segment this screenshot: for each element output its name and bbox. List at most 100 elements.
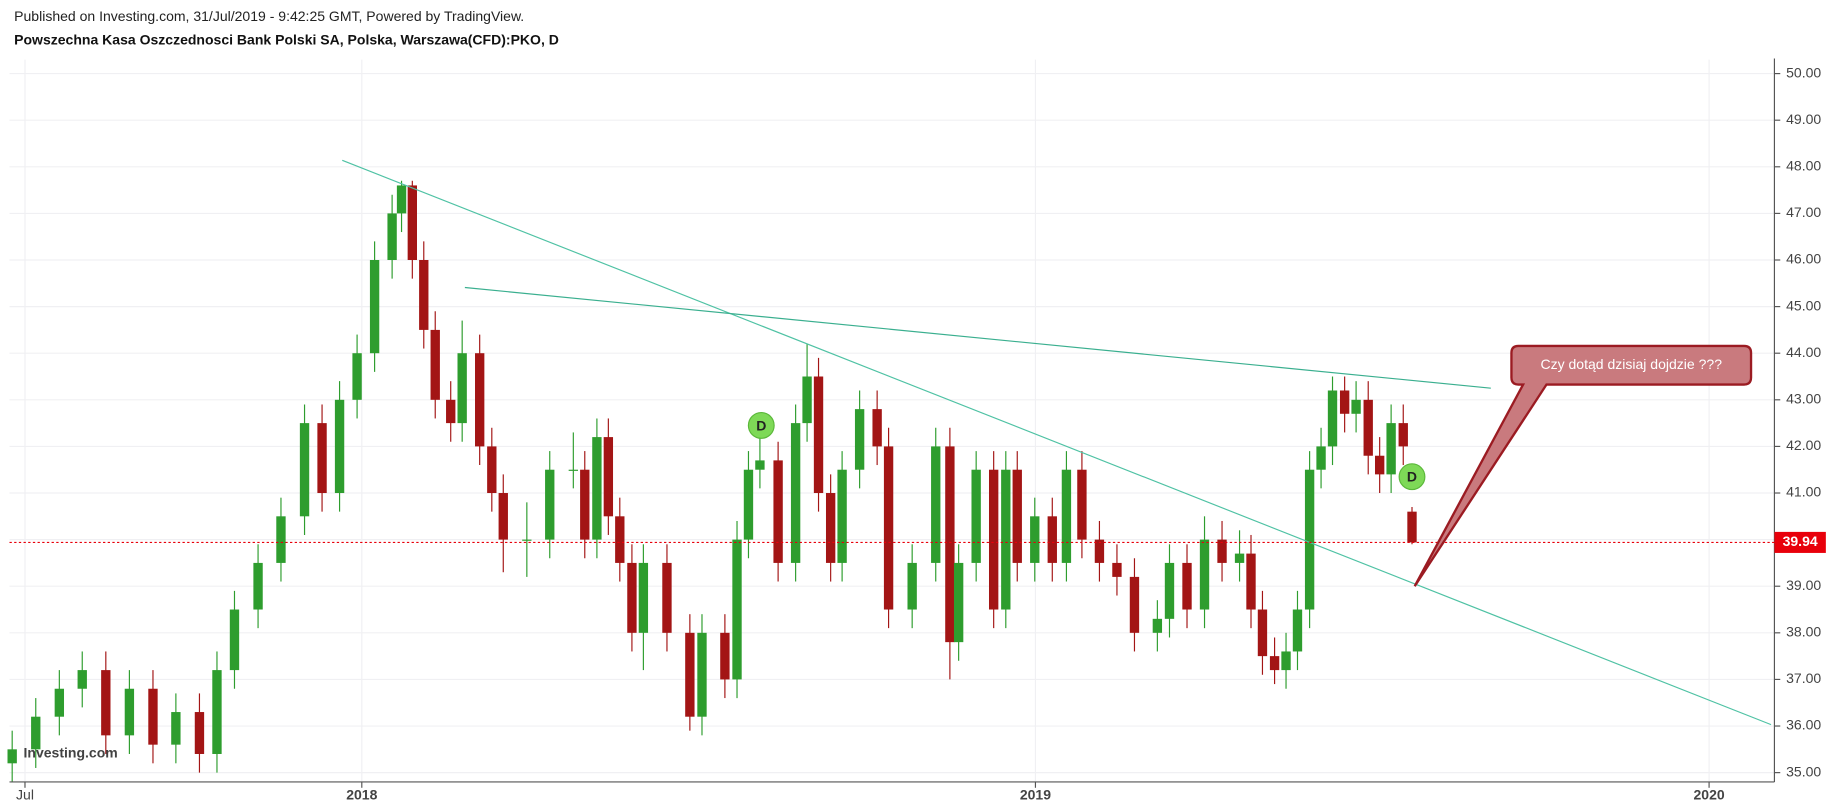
candle-body [1351,399,1361,414]
candle-body [1030,516,1040,563]
x-tick-label: Jul [16,787,34,803]
y-tick-label: 38.00 [1786,624,1821,640]
candle-body [31,716,41,750]
candle-body [430,329,440,400]
candle-body [1281,651,1291,671]
candle-body [1304,469,1315,610]
candle-body [212,670,222,754]
candle-body [419,260,429,330]
candle-body [475,353,485,447]
y-tick-label: 42.00 [1786,437,1821,453]
candle-body [522,539,532,541]
candle-body [638,562,649,633]
candle-body [446,399,456,424]
candle-body [1182,562,1192,610]
trendline [342,159,1772,726]
candle-body [1407,511,1417,543]
candle-body [334,399,345,494]
candle-body [953,562,964,643]
last-price-box [1774,531,1826,553]
candle-body [124,688,135,736]
y-tick-label: 36.00 [1786,717,1821,733]
candle-body [813,376,824,494]
candle-body [615,516,625,563]
candle-body [592,437,602,540]
y-tick-label: 43.00 [1786,391,1821,407]
y-tick-label: 46.00 [1786,251,1821,267]
candle-body [732,539,742,680]
candle-body [396,185,407,214]
candle-body [369,260,380,354]
candle-body [1061,469,1072,563]
candle-body [1339,390,1350,414]
candle-body [1217,539,1227,563]
x-tick-label: 2018 [346,787,377,803]
candle-body [1047,516,1057,563]
candle-body [1094,539,1105,563]
candle-body [883,446,894,610]
candle-body [77,670,87,689]
candle-body [1398,423,1408,447]
published-note: Published on Investing.com, 31/Jul/2019 … [14,8,524,24]
event-label: D [756,417,766,433]
candle-body [229,609,240,671]
y-tick-label: 45.00 [1786,297,1821,313]
candle-body [171,712,181,745]
candle-body [568,469,578,471]
y-tick-label: 35.00 [1786,763,1821,779]
candle-body [1269,656,1280,671]
candle-body [299,423,310,517]
candle-body [101,670,111,736]
candle-body [1199,539,1210,610]
candle-body [1386,423,1396,475]
candle-body [1129,576,1140,633]
event-marker [747,411,775,439]
y-tick-label: 37.00 [1786,670,1821,686]
candle-body [1112,562,1122,577]
candle-body [854,409,865,470]
event-label: D [1407,469,1417,485]
candle-body [352,353,362,400]
event-marker [1398,463,1426,491]
y-tick-label: 48.00 [1786,157,1821,173]
candle-body [407,185,417,261]
candle-body [580,469,590,540]
x-tick-label: 2019 [1020,787,1051,803]
candle-body [1292,609,1303,652]
candle-body [825,493,836,563]
candle-body [253,562,263,610]
candle-body [802,376,812,424]
candle-body [7,749,17,764]
candle-body [1316,446,1326,470]
candle-body [276,516,286,563]
candle-body [1012,469,1022,563]
candle-body [720,632,730,680]
candle-body [1246,553,1256,610]
candle-body [1164,562,1175,619]
callout-text: Czy dotąd dzisiaj dojdzie ??? [1540,356,1722,372]
candle-body [627,562,637,633]
candle-body [194,712,205,754]
y-tick-label: 47.00 [1786,204,1821,220]
candle-body [1363,399,1373,456]
candles [7,180,1417,782]
candle-body [1234,553,1245,563]
y-tick-label: 49.00 [1786,111,1821,127]
y-tick-label: 50.00 [1786,64,1821,80]
candle-body [498,493,508,540]
callout-shape [1413,344,1753,587]
candle-body [1257,609,1268,657]
candle-body [1001,469,1011,610]
candle-body [1077,469,1087,540]
candle-body [148,688,158,745]
candle-body [697,632,707,717]
candle-body [907,562,917,610]
watermark: Investing.com [24,745,118,761]
candle-body [945,446,955,643]
candle-body [755,460,765,470]
candle-body [387,213,397,261]
candle-body [837,469,847,563]
candle-body [603,437,614,517]
candle-body [773,460,783,563]
